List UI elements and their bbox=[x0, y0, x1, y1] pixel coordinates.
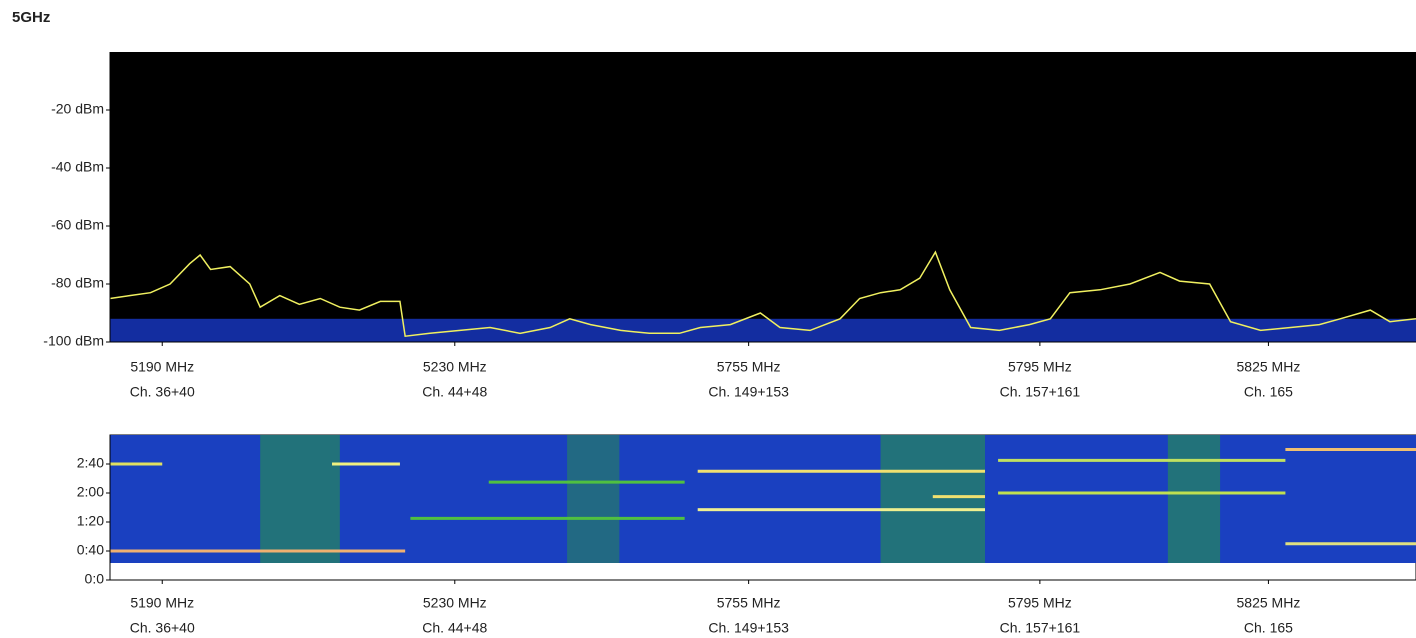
channel-label: Ch. 157+161 bbox=[1000, 384, 1081, 400]
activity-band bbox=[880, 435, 986, 563]
y-tick-label: 2:00 bbox=[77, 484, 104, 500]
y-tick-label: 2:40 bbox=[77, 455, 104, 471]
signal-stripe bbox=[932, 495, 986, 499]
signal-stripe bbox=[410, 516, 685, 520]
signal-stripe bbox=[998, 491, 1286, 495]
x-tick-label: 5795 MHz bbox=[1008, 595, 1072, 611]
spectrum-trace bbox=[109, 250, 1416, 338]
signal-stripe bbox=[697, 469, 986, 473]
x-tick-label: 5230 MHz bbox=[423, 595, 487, 611]
x-tick-label: 5230 MHz bbox=[423, 359, 487, 375]
activity-band bbox=[260, 435, 340, 563]
y-tick-label: -100 dBm bbox=[43, 333, 104, 349]
y-tick-label: 0:40 bbox=[77, 542, 104, 558]
channel-label: Ch. 157+161 bbox=[1000, 620, 1081, 636]
signal-stripe bbox=[1285, 448, 1416, 451]
y-tick-label: -80 dBm bbox=[51, 275, 104, 291]
activity-band bbox=[567, 435, 620, 563]
plot-background bbox=[110, 52, 1416, 342]
y-tick-label: -60 dBm bbox=[51, 217, 104, 233]
channel-label: Ch. 165 bbox=[1244, 384, 1293, 400]
x-tick-label: 5795 MHz bbox=[1008, 359, 1072, 375]
noise-floor bbox=[110, 318, 1416, 342]
y-tick-label: 0:0 bbox=[85, 571, 105, 587]
channel-label: Ch. 149+153 bbox=[708, 620, 789, 636]
signal-stripe bbox=[1285, 542, 1416, 546]
y-tick-label: -20 dBm bbox=[51, 101, 104, 117]
signal-stripe bbox=[998, 458, 1286, 462]
channel-label: Ch. 36+40 bbox=[130, 620, 195, 636]
channel-label: Ch. 44+48 bbox=[422, 384, 487, 400]
channel-label: Ch. 149+153 bbox=[708, 384, 789, 400]
x-tick-label: 5190 MHz bbox=[130, 595, 194, 611]
signal-stripe bbox=[697, 508, 986, 512]
x-tick-label: 5825 MHz bbox=[1237, 359, 1301, 375]
channel-label: Ch. 165 bbox=[1244, 620, 1293, 636]
channel-label: Ch. 36+40 bbox=[130, 384, 195, 400]
channel-label: Ch. 44+48 bbox=[422, 620, 487, 636]
signal-stripe bbox=[110, 462, 163, 466]
signal-stripe bbox=[488, 480, 685, 484]
x-tick-label: 5755 MHz bbox=[717, 595, 781, 611]
band-title: 5GHz bbox=[12, 9, 50, 26]
y-tick-label: 1:20 bbox=[77, 513, 104, 529]
y-tick-label: -40 dBm bbox=[51, 159, 104, 175]
x-tick-label: 5755 MHz bbox=[717, 359, 781, 375]
x-tick-label: 5190 MHz bbox=[130, 359, 194, 375]
signal-stripe bbox=[332, 462, 400, 466]
activity-band bbox=[1167, 435, 1221, 563]
signal-stripe bbox=[110, 549, 406, 553]
x-tick-label: 5825 MHz bbox=[1237, 595, 1301, 611]
